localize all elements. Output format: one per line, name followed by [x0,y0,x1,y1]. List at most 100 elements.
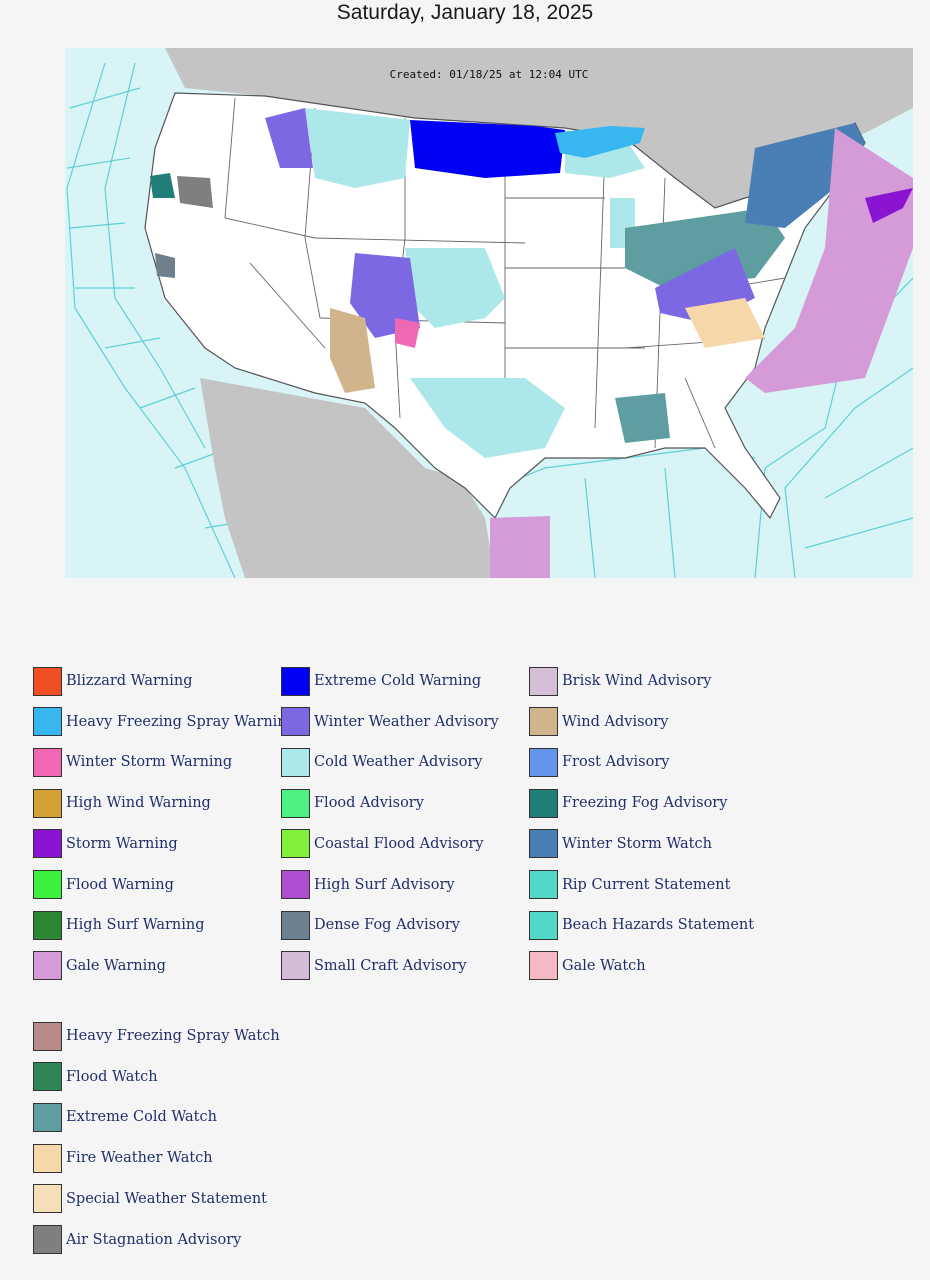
legend-swatch [281,910,310,940]
legend-item-rip-current-statement: Rip Current Statement [529,869,730,901]
legend-label: High Wind Warning [66,795,211,812]
legend-item-extreme-cold-warning: Extreme Cold Warning [281,665,481,697]
legend-item-brisk-wind-advisory: Brisk Wind Advisory [529,665,711,697]
legend-item-special-weather-statement: Special Weather Statement [33,1183,267,1215]
canada-land [165,48,913,208]
legend-item-heavy-freezing-spray-warning: Heavy Freezing Spray Warning [33,706,296,738]
legend-swatch [33,1062,62,1092]
legend-swatch [281,788,310,818]
freezing-fog-advisory-wa [150,173,175,198]
legend-item-dense-fog-advisory: Dense Fog Advisory [281,909,460,941]
legend-item-cold-weather-advisory: Cold Weather Advisory [281,746,482,778]
legend-swatch [33,1102,62,1132]
legend-item-winter-storm-watch: Winter Storm Watch [529,828,712,860]
legend-item-freezing-fog-advisory: Freezing Fog Advisory [529,787,727,819]
heavy-freezing-spray-lake [555,126,645,158]
legend-swatch [529,707,558,737]
legend-swatch [281,951,310,981]
legend-label: High Surf Advisory [314,876,455,893]
legend-label: Brisk Wind Advisory [562,673,712,689]
extreme-cold-warning-area [410,120,565,178]
cold-weather-advisory-texas [410,378,565,458]
legend-item-high-surf-advisory: High Surf Advisory [281,869,455,901]
extreme-cold-watch-ohio-valley [625,208,785,288]
legend-label: Wind Advisory [562,713,669,730]
legend-label: High Surf Warning [66,917,205,934]
legend-item-flood-advisory: Flood Advisory [281,787,424,819]
legend-item-air-stagnation-advisory: Air Stagnation Advisory [33,1224,241,1256]
legend-item-flood-warning: Flood Warning [33,869,174,901]
legend-item-fire-weather-watch: Fire Weather Watch [33,1142,213,1174]
legend-label: Frost Advisory [562,754,670,771]
legend-label: Storm Warning [66,835,178,852]
legend-label: Winter Storm Warning [66,754,233,771]
legend-item-coastal-flood-advisory: Coastal Flood Advisory [281,828,484,860]
legend-label: Cold Weather Advisory [314,754,483,771]
legend-label: Blizzard Warning [66,673,193,689]
legend-swatch [33,1225,62,1254]
legend-label: Rip Current Statement [562,876,731,893]
legend-item-small-craft-advisory: Small Craft Advisory [281,950,467,982]
gale-warning-gulf [490,516,550,578]
legend-item-winter-weather-advisory: Winter Weather Advisory [281,706,499,738]
legend-swatch [281,666,310,696]
cold-weather-advisory-montana [305,108,410,188]
legend-item-heavy-freezing-spray-watch: Heavy Freezing Spray Watch [33,1020,280,1052]
extreme-cold-watch-gulf [615,393,670,443]
legend-label: Flood Watch [66,1068,158,1085]
dense-fog-advisory-ca [155,253,175,278]
legend-swatch [33,1184,62,1214]
legend-label: Small Craft Advisory [314,957,467,974]
legend-label: Gale Watch [562,957,646,974]
legend-swatch [33,910,62,940]
legend-swatch [33,788,62,818]
legend-swatch [529,951,558,981]
legend-label: Extreme Cold Warning [314,673,482,689]
legend-swatch [33,1143,62,1173]
legend-item-extreme-cold-watch: Extreme Cold Watch [33,1101,217,1133]
legend-item-winter-storm-warning: Winter Storm Warning [33,746,232,778]
legend-label: Gale Warning [66,957,166,974]
legend-swatch [529,829,558,859]
legend-item-high-wind-warning: High Wind Warning [33,787,211,819]
legend-item-beach-hazards-statement: Beach Hazards Statement [529,909,754,941]
legend-label: Flood Advisory [314,795,424,812]
legend-swatch [33,666,62,696]
legend-item-wind-advisory: Wind Advisory [529,706,668,738]
map-graphic [65,48,913,578]
legend-swatch [281,747,310,777]
legend-label: Beach Hazards Statement [562,917,755,934]
legend-label: Extreme Cold Watch [66,1109,217,1126]
cold-weather-advisory-plains [405,248,505,328]
legend-item-flood-watch: Flood Watch [33,1061,158,1093]
legend-swatch [33,747,62,777]
mexico-land [200,378,495,578]
legend-swatch [33,951,62,981]
legend-item-storm-warning: Storm Warning [33,828,178,860]
winter-weather-advisory-idaho [265,108,313,168]
legend-swatch [281,707,310,737]
legend-item-gale-watch: Gale Watch [529,950,646,982]
gale-warning-atlantic [745,128,913,393]
weather-alert-map: Created: 01/18/25 at 12:04 UTC [65,48,913,578]
legend-swatch [33,870,62,899]
legend-swatch [529,666,558,696]
wind-advisory-az [330,308,375,393]
legend-label: Heavy Freezing Spray Warning [66,713,296,730]
legend-label: Fire Weather Watch [66,1150,213,1167]
legend-item-frost-advisory: Frost Advisory [529,746,669,778]
legend-item-gale-warning: Gale Warning [33,950,166,982]
legend-label: Heavy Freezing Spray Watch [66,1028,280,1044]
legend-swatch [281,829,310,859]
winter-storm-warning-nm [395,318,420,348]
legend-swatch [33,707,62,737]
legend-label: Coastal Flood Advisory [314,835,484,852]
legend-item-high-surf-warning: High Surf Warning [33,909,205,941]
legend-swatch [529,747,558,777]
legend-label: Winter Storm Watch [562,835,712,852]
legend-label: Special Weather Statement [66,1190,267,1207]
legend-swatch [529,870,558,899]
page-title: Saturday, January 18, 2025 [336,1,594,24]
legend-swatch [33,829,62,859]
winter-weather-advisory-colorado [350,253,420,338]
